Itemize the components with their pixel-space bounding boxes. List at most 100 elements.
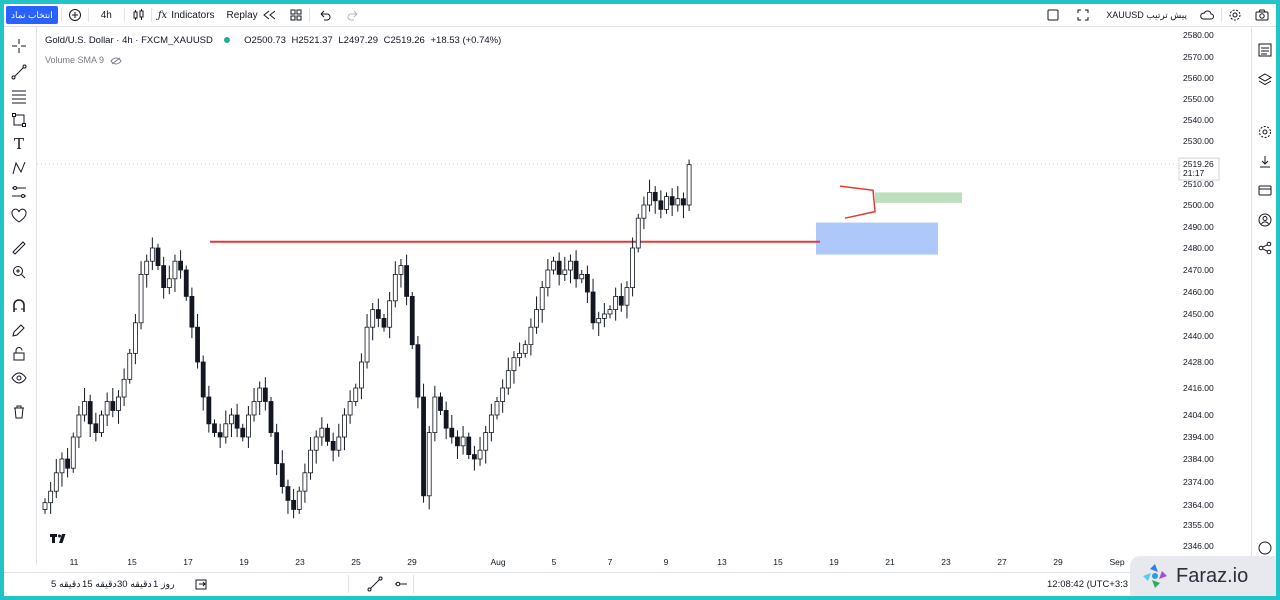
candle[interactable] [257, 381, 263, 416]
candle[interactable] [585, 265, 590, 303]
delete-tool[interactable] [10, 403, 28, 421]
object-tree-button[interactable] [1256, 71, 1274, 89]
indicators-button[interactable]: ƒx Indicators [152, 4, 221, 26]
tradingview-logo[interactable] [49, 532, 67, 547]
candle[interactable] [133, 314, 138, 365]
layout-button[interactable] [283, 4, 309, 26]
trendline-tool[interactable] [10, 63, 28, 81]
pattern-tool[interactable] [10, 159, 28, 177]
help-button[interactable] [1256, 539, 1274, 557]
candle[interactable] [358, 353, 364, 400]
symbol-title[interactable]: Gold/U.S. Dollar · 4h · FXCM_XAUUSD [45, 35, 213, 46]
range-1d[interactable]: 1 روز [153, 579, 175, 590]
candle[interactable] [82, 388, 87, 422]
chart-type-button[interactable] [125, 4, 151, 26]
candle[interactable] [517, 342, 523, 367]
price-axis[interactable]: 2580.00 2570.00 2560.00 2550.00 2540.00 2530.… [1177, 27, 1251, 551]
candle[interactable] [387, 292, 393, 339]
candle[interactable] [392, 261, 398, 308]
candle[interactable] [455, 430, 460, 459]
candle[interactable] [556, 252, 562, 286]
download-button[interactable] [1256, 153, 1274, 171]
candle[interactable] [675, 186, 681, 212]
candle[interactable] [161, 256, 167, 299]
maximize-button[interactable] [1066, 4, 1100, 26]
fullscreen-toggle[interactable] [1040, 4, 1066, 26]
candle[interactable] [200, 355, 206, 411]
candle[interactable] [155, 243, 161, 270]
candle[interactable] [364, 314, 370, 369]
candle[interactable] [138, 261, 144, 330]
candle[interactable] [195, 314, 200, 369]
candle[interactable] [500, 379, 506, 413]
sidebar-settings-button[interactable] [1256, 123, 1274, 141]
candle[interactable] [268, 397, 274, 437]
time-axis[interactable]: 11 15 17 19 23 25 29 Aug 5 7 9 13 15 19 21 23 27 29 Sep [37, 551, 1177, 573]
candle[interactable] [370, 303, 376, 341]
watchlist-button[interactable] [1256, 41, 1274, 59]
range-5m[interactable]: 5 دقیقه [51, 579, 81, 590]
candle[interactable] [641, 196, 647, 230]
candle[interactable] [302, 463, 308, 503]
candle[interactable] [116, 390, 121, 424]
candle[interactable] [381, 314, 387, 332]
profile-button[interactable] [1256, 211, 1274, 229]
candle[interactable] [353, 383, 359, 406]
candle[interactable] [325, 423, 330, 446]
candle[interactable] [53, 459, 59, 499]
candle[interactable] [539, 281, 545, 323]
candle[interactable] [511, 351, 517, 384]
candle[interactable] [274, 423, 280, 476]
candle[interactable] [596, 311, 602, 336]
range-30m[interactable]: 30 دقیقه [117, 579, 152, 590]
clock-timezone[interactable]: 12:08:42 (UTC+3:3 [1047, 579, 1129, 590]
candle[interactable] [183, 265, 189, 301]
candle[interactable] [658, 190, 664, 219]
candle[interactable] [426, 426, 432, 510]
candle[interactable] [438, 392, 443, 416]
candle[interactable] [223, 410, 229, 444]
zoom-tool[interactable] [10, 263, 28, 281]
candle[interactable] [466, 432, 472, 459]
interval-button[interactable]: 4h [100, 9, 112, 21]
demand-zone[interactable] [816, 222, 938, 255]
broker-label[interactable]: XAUUSD پیش ترتیب [1106, 9, 1187, 20]
snapshot-button[interactable] [1248, 4, 1276, 26]
candle[interactable] [279, 450, 285, 494]
candle[interactable] [262, 377, 268, 411]
candle[interactable] [48, 482, 54, 514]
candle[interactable] [59, 452, 65, 487]
candle[interactable] [460, 426, 466, 455]
horizontal-ray-icon[interactable] [393, 576, 409, 592]
candle[interactable] [647, 179, 652, 212]
price-chart[interactable] [37, 27, 1177, 551]
lock-tool[interactable] [10, 345, 28, 363]
candle[interactable] [471, 445, 477, 471]
date-range-button[interactable] [194, 577, 208, 594]
candle[interactable] [421, 383, 426, 503]
undo-button[interactable] [310, 4, 340, 26]
candle[interactable] [415, 336, 421, 409]
candle[interactable] [477, 437, 483, 466]
share-button[interactable] [1256, 239, 1274, 257]
candle[interactable] [330, 432, 336, 462]
candle[interactable] [528, 318, 534, 356]
candle[interactable] [178, 250, 184, 279]
favorites-tool[interactable] [10, 207, 28, 225]
candle[interactable] [562, 256, 568, 281]
candle[interactable] [432, 385, 438, 442]
candle[interactable] [70, 432, 76, 473]
candle[interactable] [664, 192, 669, 214]
candle[interactable] [669, 188, 675, 216]
candle[interactable] [65, 448, 71, 478]
settings-button[interactable] [1222, 4, 1248, 26]
candle[interactable] [601, 303, 607, 328]
candle[interactable] [189, 287, 195, 339]
candle[interactable] [568, 254, 573, 284]
candle[interactable] [166, 265, 172, 295]
candle[interactable] [404, 254, 410, 306]
candle[interactable] [99, 410, 104, 438]
candle[interactable] [505, 357, 511, 395]
stay-drawing-tool[interactable] [10, 321, 28, 339]
candle[interactable] [42, 498, 48, 514]
